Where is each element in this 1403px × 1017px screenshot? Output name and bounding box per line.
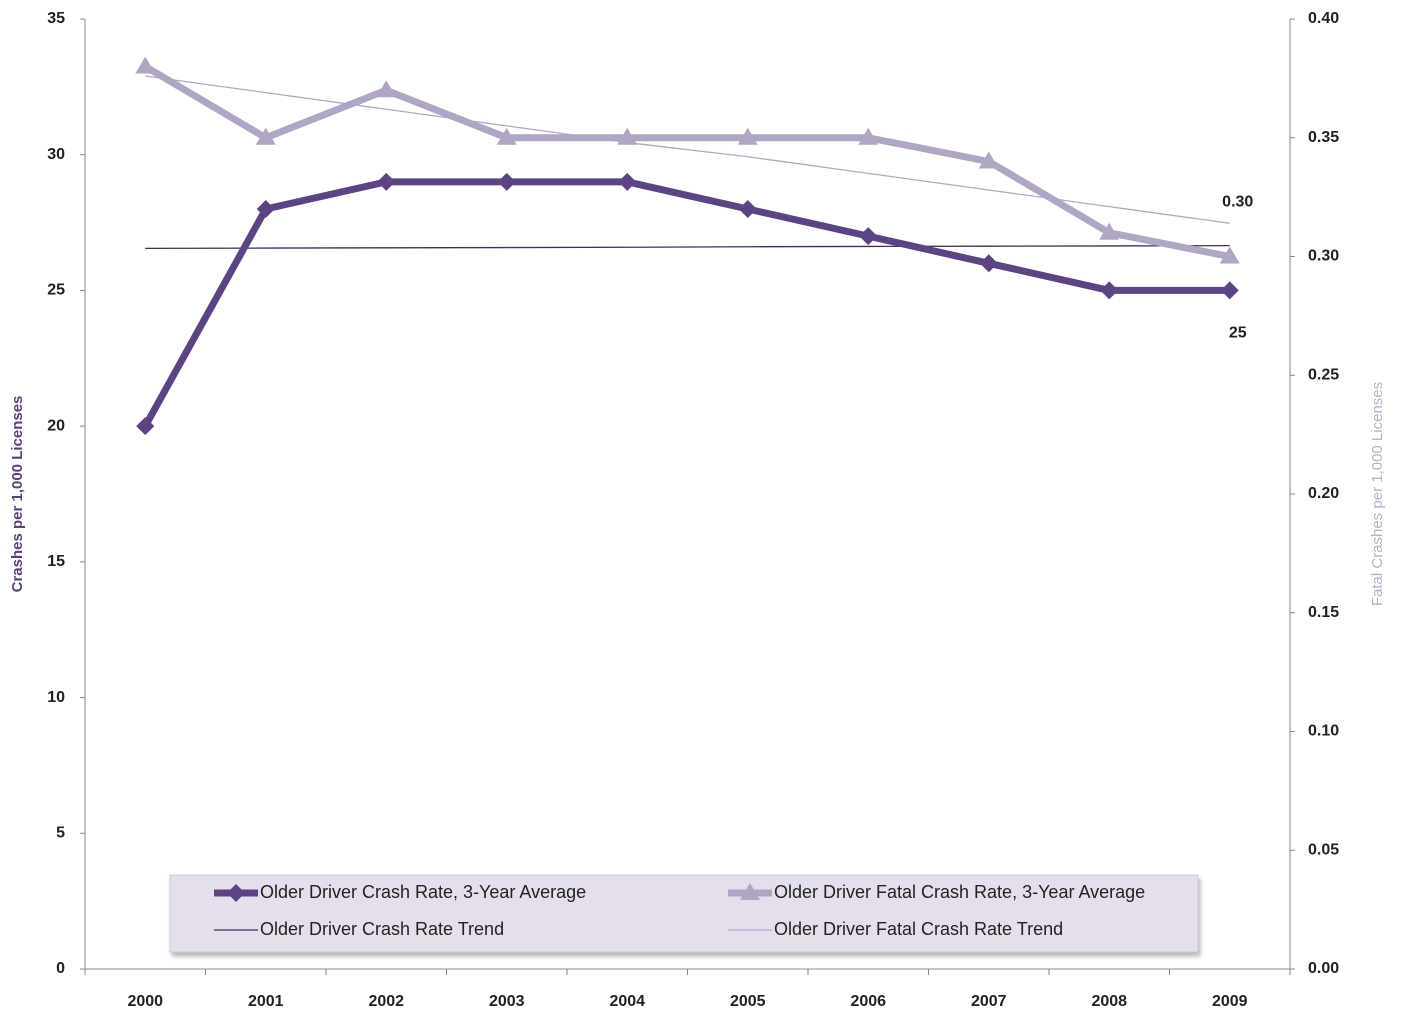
y2-tick-label: 0.10 — [1308, 723, 1339, 740]
marker — [497, 172, 516, 191]
y-tick-label: 0 — [56, 960, 65, 977]
x-tick-label: 2001 — [248, 993, 284, 1010]
marker — [1220, 281, 1239, 300]
marker — [978, 151, 999, 169]
legend-label: Older Driver Fatal Crash Rate Trend — [774, 919, 1063, 939]
legend-box — [169, 874, 1199, 953]
legend-label: Older Driver Fatal Crash Rate, 3-Year Av… — [774, 882, 1145, 902]
x-tick-label: 2009 — [1212, 993, 1248, 1010]
marker — [859, 227, 878, 246]
y-tick-label: 25 — [47, 282, 65, 299]
marker — [496, 127, 517, 145]
marker — [617, 127, 638, 145]
marker — [377, 172, 396, 191]
y-tick-label: 5 — [56, 825, 65, 842]
legend-marker — [740, 883, 760, 900]
x-tick-label: 2003 — [489, 993, 525, 1010]
y-tick-label: 35 — [47, 10, 65, 27]
marker — [1219, 246, 1240, 264]
legend-label: Older Driver Crash Rate Trend — [260, 919, 504, 939]
y-tick-label: 10 — [47, 689, 65, 706]
legend-marker — [227, 884, 245, 902]
marker — [135, 56, 156, 74]
x-tick-label: 2005 — [730, 993, 766, 1010]
x-tick-label: 2002 — [368, 993, 404, 1010]
marker — [737, 127, 758, 145]
trend-line — [145, 244, 1230, 250]
y2-tick-label: 0.25 — [1308, 366, 1339, 383]
x-tick-label: 2006 — [850, 993, 886, 1010]
y2-tick-label: 0.35 — [1308, 129, 1339, 146]
y-tick-label: 20 — [47, 417, 65, 434]
data-label: 0.30 — [1222, 194, 1253, 211]
x-tick-label: 2007 — [971, 993, 1007, 1010]
marker — [136, 417, 155, 436]
y2-tick-label: 0.30 — [1308, 248, 1339, 265]
y-tick-label: 30 — [47, 146, 65, 163]
y2-tick-label: 0.05 — [1308, 841, 1339, 858]
marker — [256, 200, 275, 218]
y-tick-label: 15 — [47, 553, 65, 570]
x-tick-label: 2004 — [609, 993, 645, 1010]
marker — [618, 172, 637, 191]
marker — [1100, 281, 1119, 300]
marker — [738, 200, 757, 218]
marker — [1099, 222, 1120, 240]
y-axis-label: Crashes per 1,000 Licenses — [9, 396, 26, 593]
legend-label: Older Driver Crash Rate, 3-Year Average — [260, 882, 586, 902]
marker — [979, 254, 998, 273]
marker — [858, 127, 879, 145]
y2-axis-label: Fatal Crashes per 1,000 Licenses — [1369, 382, 1386, 606]
y2-tick-label: 0.40 — [1308, 10, 1339, 27]
marker — [376, 80, 397, 98]
y2-tick-label: 0.20 — [1308, 485, 1339, 502]
data-label: 25 — [1229, 325, 1247, 342]
x-tick-label: 2008 — [1091, 993, 1127, 1010]
series-line — [142, 178, 1230, 428]
marker — [255, 127, 276, 145]
x-tick-label: 2000 — [127, 993, 163, 1010]
y2-tick-label: 0.15 — [1308, 604, 1339, 621]
series-line — [143, 63, 1231, 260]
y2-tick-label: 0.00 — [1308, 960, 1339, 977]
